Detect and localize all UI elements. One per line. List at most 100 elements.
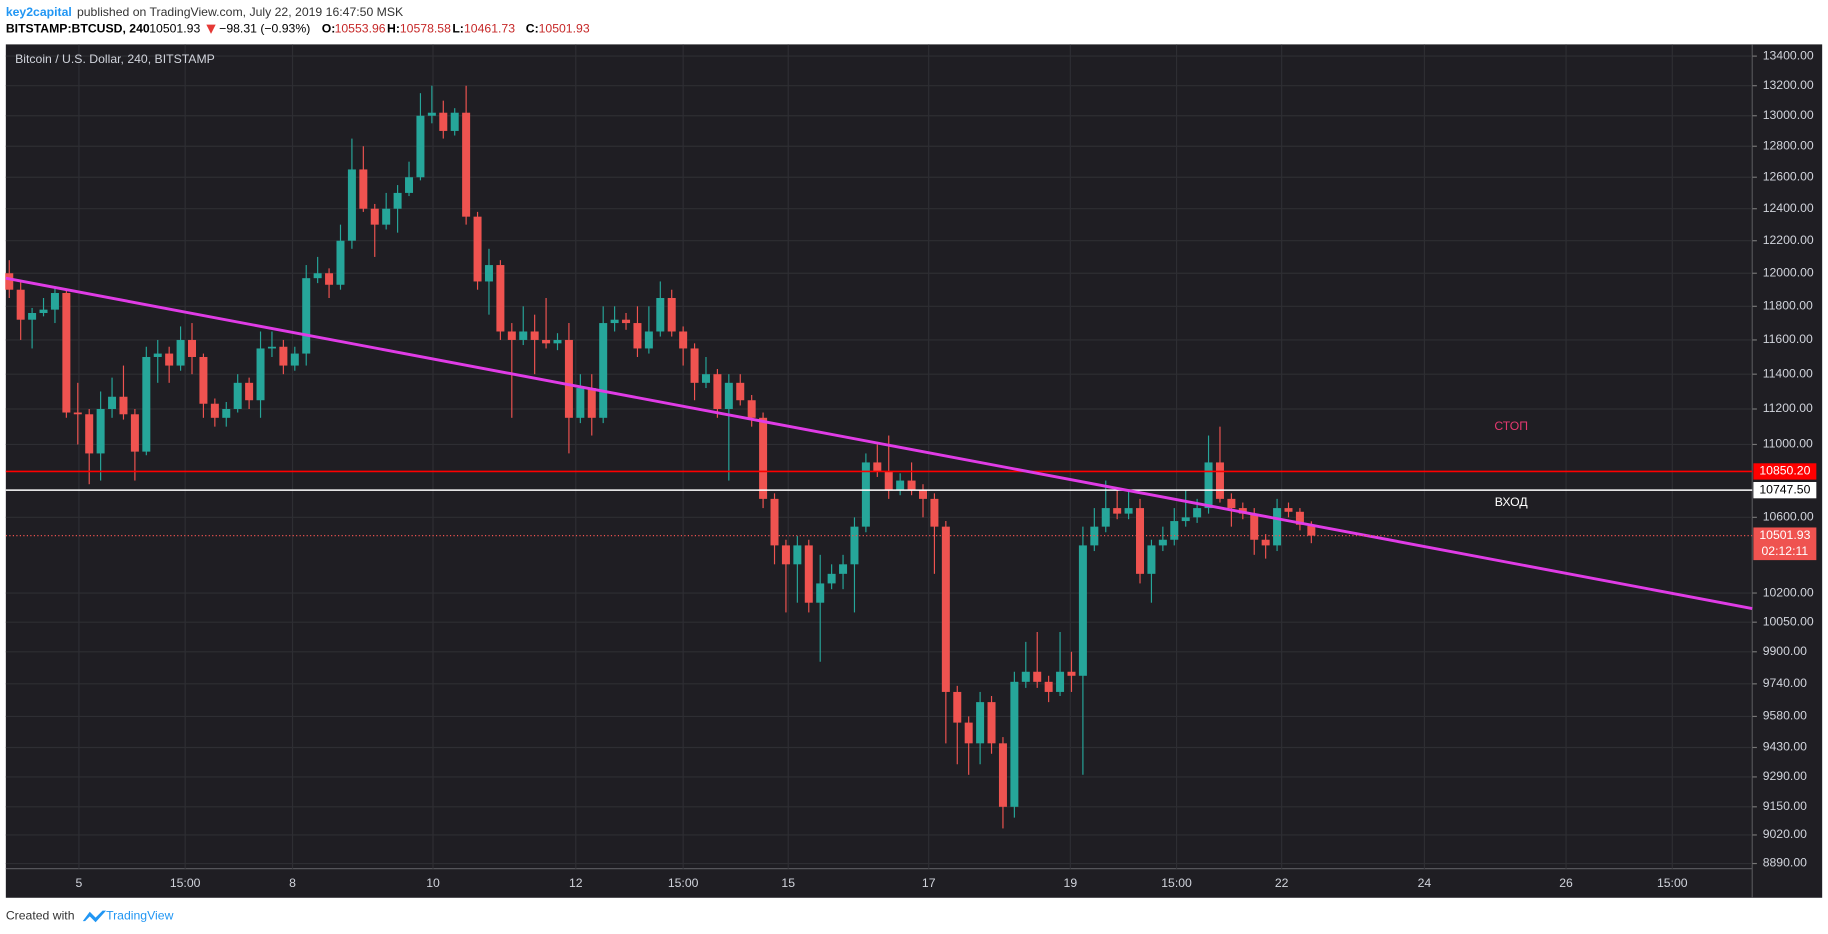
x-tick-label: 15:00 — [668, 876, 699, 890]
y-tick-label: 11400.00 — [1763, 366, 1813, 380]
candle-body — [325, 273, 334, 285]
candle-body — [119, 396, 128, 415]
candle-body — [393, 192, 402, 209]
trendline — [5, 276, 1753, 610]
candle-body — [1215, 462, 1224, 499]
candle-body — [530, 331, 539, 340]
y-tick-label: 10050.00 — [1763, 614, 1814, 628]
candle-body — [450, 112, 459, 131]
candle-body — [210, 403, 219, 418]
candle-body — [347, 169, 356, 241]
candle-body — [188, 339, 197, 357]
candle-body — [245, 382, 254, 401]
candle-body — [622, 319, 631, 324]
candle-body — [850, 526, 859, 565]
y-tick-label: 11600.00 — [1763, 332, 1813, 346]
candle-body — [1021, 671, 1030, 682]
x-tick-label: 5 — [76, 876, 83, 890]
y-tick-label: 9150.00 — [1763, 799, 1807, 813]
c-value: 10501.93 — [539, 21, 590, 35]
candle-body — [553, 339, 562, 344]
h-value: 10578.58 — [400, 21, 451, 35]
candle-body — [679, 331, 688, 349]
candle-body — [610, 319, 619, 324]
candle-body — [1136, 508, 1145, 574]
candle-body — [462, 112, 471, 217]
candle-body — [1284, 508, 1293, 512]
y-tick-label: 12800.00 — [1763, 138, 1814, 152]
candle-body — [896, 480, 905, 490]
candle-body — [16, 289, 25, 320]
candle-body — [62, 293, 71, 413]
candle-body — [507, 331, 516, 340]
c-label: C: — [526, 21, 539, 35]
down-arrow — [206, 24, 216, 34]
annotation: ВХОД — [1495, 495, 1529, 509]
candle-body — [1078, 545, 1087, 676]
candle-body — [1010, 681, 1019, 807]
x-tick-label: 12 — [569, 876, 583, 890]
y-tick-label: 13200.00 — [1763, 78, 1814, 92]
candle-body — [564, 339, 573, 418]
x-tick-label: 10 — [426, 876, 440, 890]
y-tick-label: 8890.00 — [1763, 856, 1807, 870]
footer-brand[interactable]: TradingView — [106, 909, 173, 923]
candle-body — [85, 414, 94, 454]
x-tick-label: 19 — [1064, 876, 1078, 890]
y-tick-label: 13400.00 — [1763, 48, 1814, 62]
h-label: H: — [387, 21, 400, 35]
y-tick-label: 9020.00 — [1763, 827, 1807, 841]
candle-body — [108, 396, 117, 410]
y-tick-label: 12400.00 — [1763, 201, 1814, 215]
candle-body — [1067, 671, 1076, 676]
candle-body — [964, 722, 973, 744]
candle-body — [222, 409, 231, 418]
candle-body — [576, 388, 585, 418]
candle-body — [130, 414, 139, 452]
x-tick-label: 17 — [922, 876, 936, 890]
candle-body — [416, 115, 425, 178]
candle-body — [50, 293, 59, 310]
candle-body — [656, 297, 665, 332]
candle-body — [644, 331, 653, 349]
candle-body — [701, 374, 710, 383]
l-label: L: — [452, 21, 464, 35]
level-label: 10850.20 — [1759, 464, 1810, 478]
x-tick-label: 24 — [1418, 876, 1432, 890]
candle-body — [1147, 545, 1156, 574]
last-price-label: 10501.93 — [1759, 528, 1810, 542]
candle-body — [770, 498, 779, 546]
candle-body — [1295, 511, 1304, 525]
candle-body — [1193, 508, 1202, 518]
candle-body — [690, 348, 699, 383]
candle-body — [359, 169, 368, 209]
candle-body — [919, 489, 927, 499]
candle-body — [1056, 671, 1065, 692]
o-value: 10553.96 — [335, 21, 386, 35]
candle-body — [176, 339, 185, 366]
y-tick-label: 10200.00 — [1763, 585, 1814, 599]
candle-body — [1044, 681, 1053, 692]
candle-body — [313, 273, 322, 279]
candle-body — [907, 480, 916, 490]
candle-body — [713, 374, 722, 410]
y-tick-label: 11200.00 — [1763, 401, 1813, 415]
candle-body — [861, 462, 870, 527]
candle-body — [382, 208, 391, 225]
candle-body — [28, 312, 37, 320]
y-tick-label: 11800.00 — [1763, 299, 1813, 313]
candle-body — [599, 323, 608, 418]
candle-body — [1273, 508, 1282, 546]
candle-body — [759, 417, 768, 499]
y-tick-label: 12000.00 — [1763, 265, 1814, 279]
candle-body — [1250, 513, 1259, 540]
candle-body — [587, 388, 596, 418]
published: published on TradingView.com, July 22, 2… — [77, 5, 404, 19]
overlays: 10850.20 10747.50 10501.93 02:12:11 СТОП ВХОД — [5, 276, 1817, 610]
author[interactable]: key2capital — [6, 5, 72, 19]
candle-body — [427, 112, 436, 116]
level-label: 10747.50 — [1759, 482, 1810, 496]
x-tick-label: 15 — [781, 876, 795, 890]
y-tick-label: 12600.00 — [1763, 169, 1814, 183]
candle-body — [747, 400, 756, 418]
